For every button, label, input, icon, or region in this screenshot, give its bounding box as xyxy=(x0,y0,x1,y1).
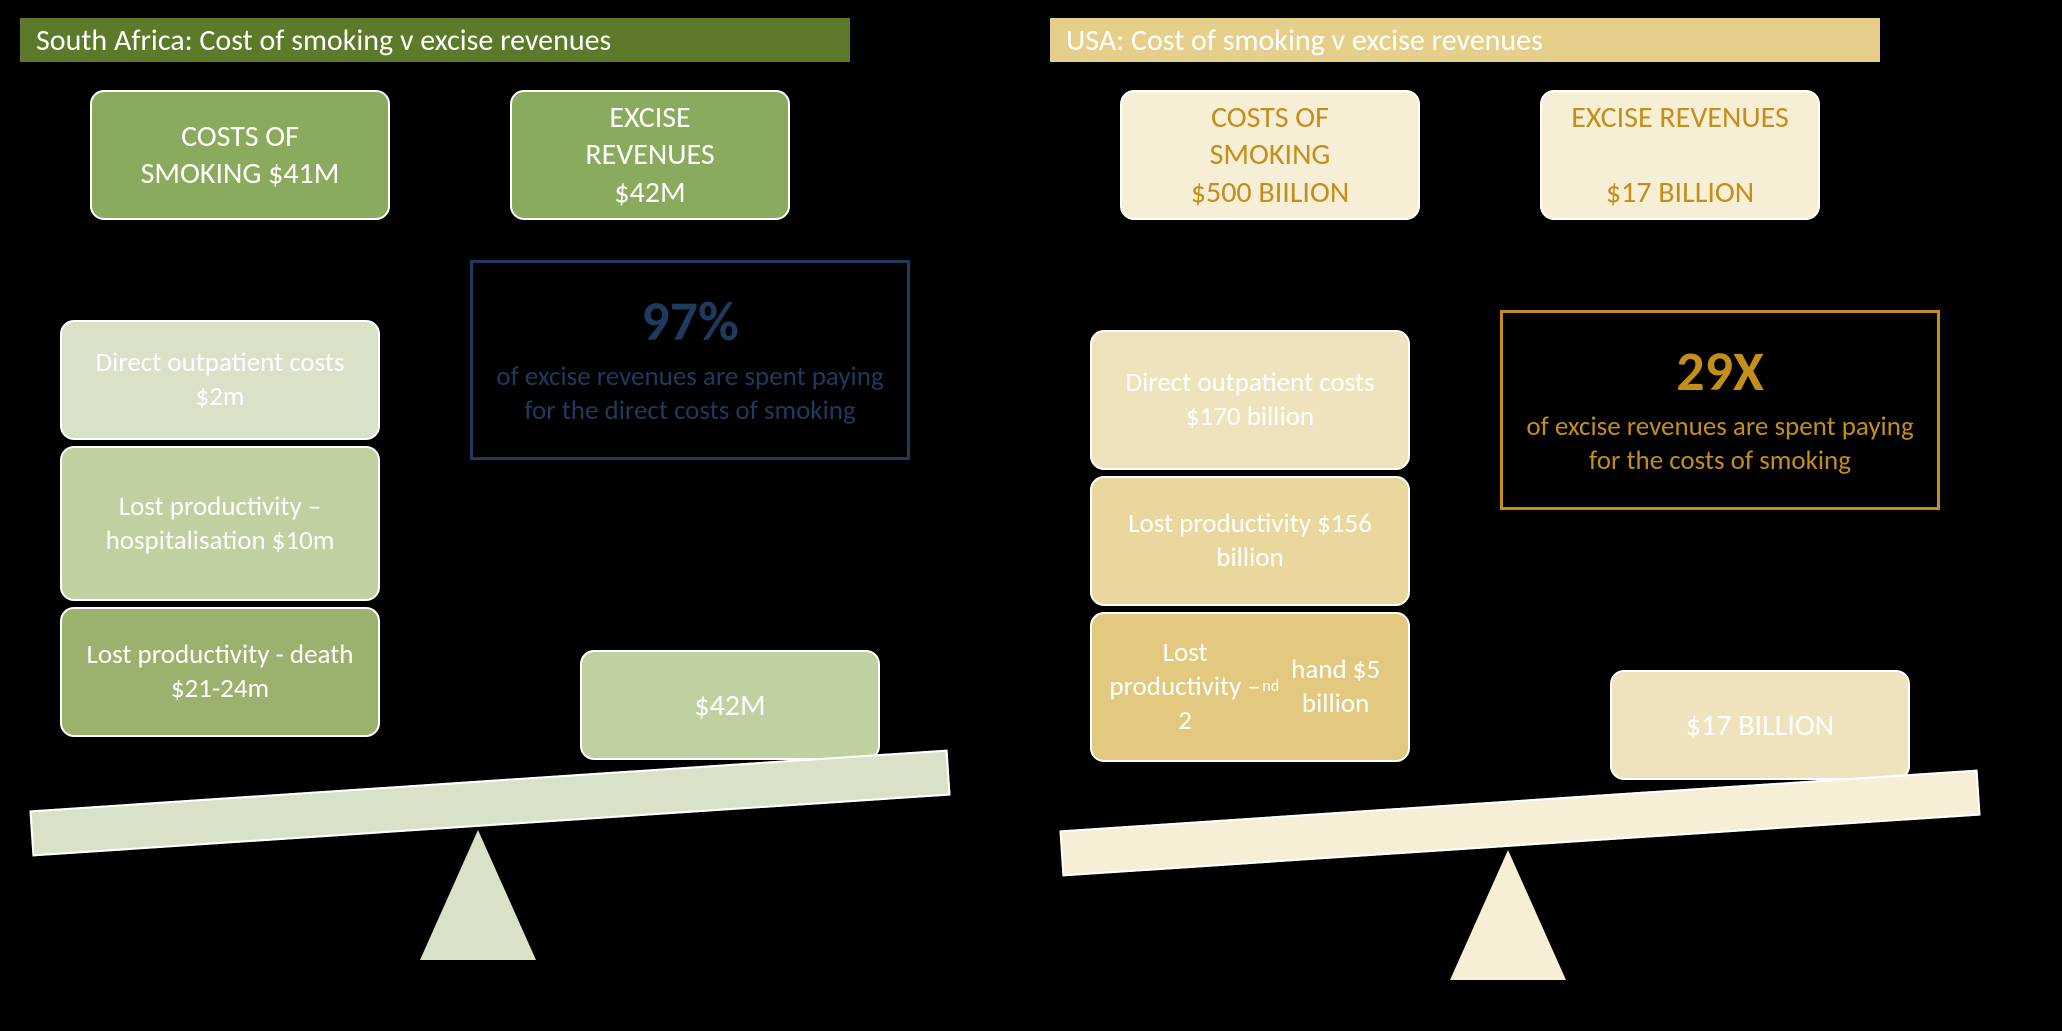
callout-usa: 29X of excise revenues are spent paying … xyxy=(1500,310,1940,510)
header-rev-sa-l3: $42M xyxy=(614,174,685,211)
callout-text-usa: of excise revenues are spent paying for … xyxy=(1523,410,1917,478)
stack-item: Direct outpatient costs $2m xyxy=(60,320,380,440)
header-rev-usa: EXCISE REVENUES $17 BILLION xyxy=(1540,90,1820,220)
header-costs-usa-l1: COSTS OF xyxy=(1211,99,1329,136)
scale-fulcrum-sa xyxy=(420,830,536,960)
panel-usa: USA: Cost of smoking v excise revenues C… xyxy=(1050,0,2050,1031)
stack-item: Lost productivity - death $21-24m xyxy=(60,607,380,737)
header-costs-usa: COSTS OF SMOKING $500 BIILION xyxy=(1120,90,1420,220)
callout-big-sa: 97% xyxy=(641,292,739,354)
header-costs-sa-l2: SMOKING $41M xyxy=(141,155,340,192)
header-rev-sa-l2: REVENUES xyxy=(585,136,714,173)
callout-big-usa: 29X xyxy=(1676,342,1764,404)
header-costs-usa-l3: $500 BIILION xyxy=(1191,174,1349,211)
header-costs-sa-l1: COSTS OF xyxy=(181,118,299,155)
header-costs-sa: COSTS OF SMOKING $41M xyxy=(90,90,390,220)
title-bar-usa: USA: Cost of smoking v excise revenues xyxy=(1050,18,1880,62)
header-rev-usa-l1: EXCISE REVENUES xyxy=(1571,99,1789,136)
header-rev-sa: EXCISE REVENUES $42M xyxy=(510,90,790,220)
callout-sa: 97% of excise revenues are spent paying … xyxy=(470,260,910,460)
header-costs-usa-l2: SMOKING xyxy=(1210,136,1331,173)
header-rev-usa-l2: $17 BILLION xyxy=(1606,174,1754,211)
revenue-box-sa: $42M xyxy=(580,650,880,760)
stack-item: Direct outpatient costs $170 billion xyxy=(1090,330,1410,470)
stack-item: Lost productivity – hospitalisation $10m xyxy=(60,446,380,601)
scale-fulcrum-usa xyxy=(1450,850,1566,980)
cost-stack-sa: Direct outpatient costs $2mLost producti… xyxy=(60,320,380,737)
panel-south-africa: South Africa: Cost of smoking v excise r… xyxy=(20,0,1020,1031)
header-rev-sa-l1: EXCISE xyxy=(609,99,690,136)
callout-text-sa: of excise revenues are spent paying for … xyxy=(493,360,887,428)
revenue-box-usa: $17 BILLION xyxy=(1610,670,1910,780)
stack-item: Lost productivity $156 billion xyxy=(1090,476,1410,606)
stack-item: Lost productivity – 2nd hand $5 billion xyxy=(1090,612,1410,762)
title-bar-sa: South Africa: Cost of smoking v excise r… xyxy=(20,18,850,62)
cost-stack-usa: Direct outpatient costs $170 billionLost… xyxy=(1090,330,1410,762)
